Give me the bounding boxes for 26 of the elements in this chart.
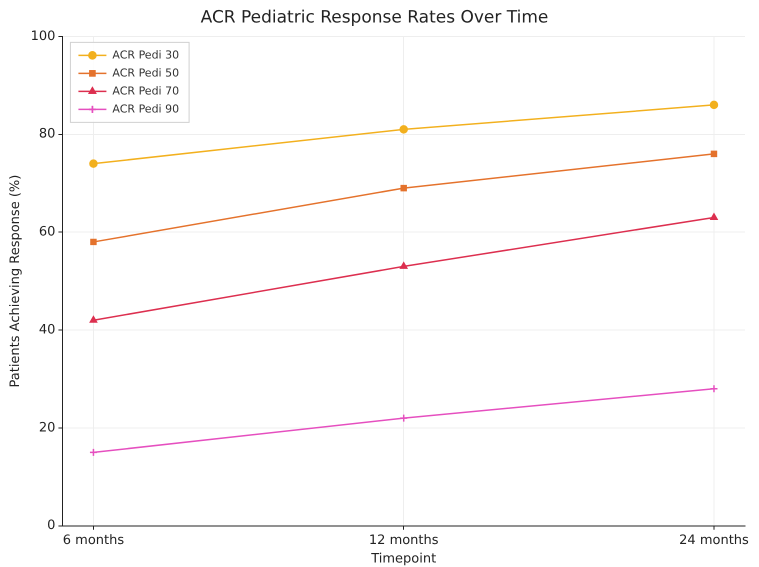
- y-tick-label: 60: [38, 224, 56, 240]
- point: [710, 100, 718, 110]
- point: [399, 414, 408, 422]
- y-tick-label: 80: [38, 126, 56, 142]
- y-axis-title: Patients Achieving Response (%): [8, 174, 24, 388]
- chart-title: ACR Pediatric Response Rates Over Time: [200, 8, 548, 28]
- y-tick-label: 100: [30, 28, 56, 44]
- legend-label: ACR Pedi 90: [112, 102, 180, 116]
- y-tick-label: 40: [38, 322, 56, 338]
- point: [90, 316, 98, 323]
- point: [710, 213, 718, 220]
- point: [399, 125, 408, 134]
- point: [89, 159, 98, 168]
- legend-label: ACR Pedi 30: [112, 48, 180, 62]
- legend-label: ACR Pedi 70: [112, 84, 180, 98]
- point: [400, 184, 407, 192]
- x-tick-label: 24 months: [679, 532, 750, 548]
- x-tick-label: 6 months: [62, 532, 124, 548]
- legend-label: ACR Pedi 50: [112, 66, 180, 80]
- x-axis-title: Timepoint: [370, 552, 436, 567]
- point: [90, 238, 97, 246]
- point: [400, 262, 408, 269]
- y-tick-label: 20: [38, 420, 56, 436]
- x-tick-label: 12 months: [368, 532, 439, 548]
- point: [710, 150, 718, 158]
- y-tick-label: 0: [47, 518, 56, 534]
